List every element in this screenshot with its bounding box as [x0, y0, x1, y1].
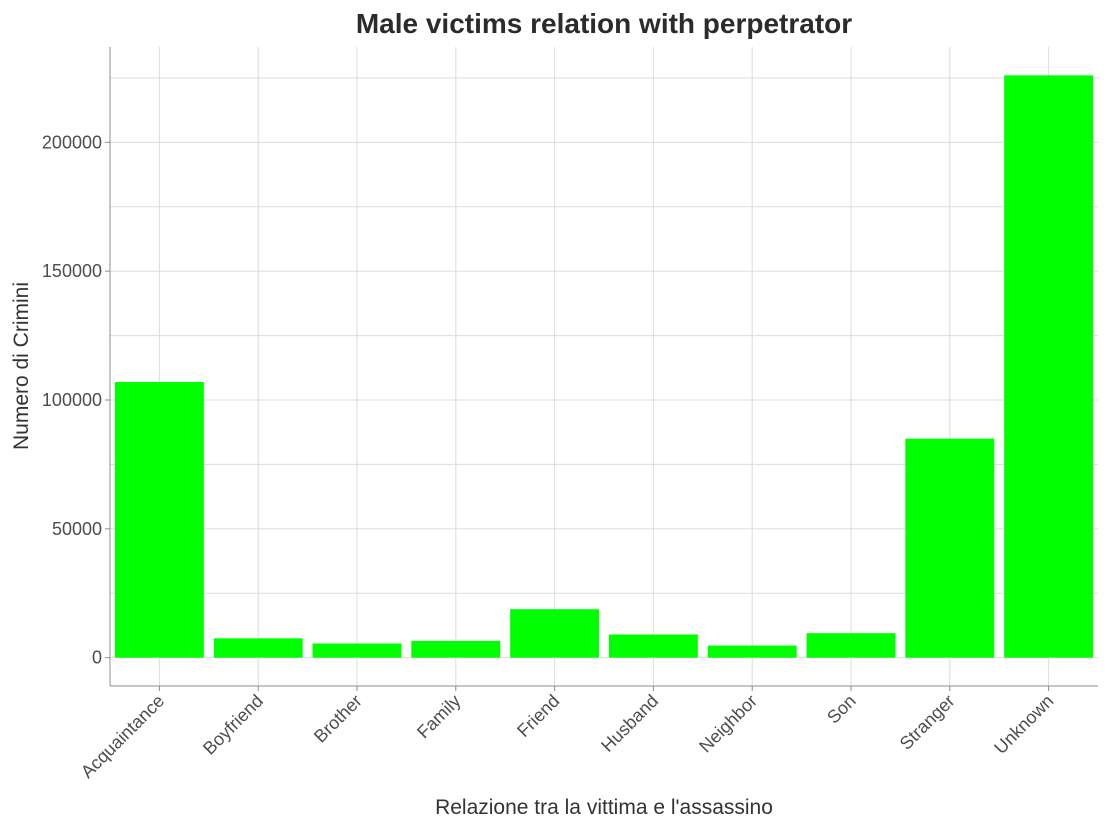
bar-friend: [510, 609, 600, 658]
y-axis-title: Numero di Crimini: [10, 282, 33, 450]
x-tick-label: Family: [413, 691, 465, 743]
x-axis-title: Relazione tra la vittima e l'assassino: [435, 796, 773, 819]
y-tick-label: 200000: [42, 132, 102, 152]
y-tick-label: 100000: [42, 390, 102, 410]
x-tick-label: Stranger: [896, 691, 959, 754]
y-tick-label: 50000: [52, 519, 102, 539]
x-tick-label: Brother: [310, 691, 366, 747]
x-tick-label: Neighbor: [695, 691, 761, 757]
bar-husband: [608, 634, 698, 658]
x-ticks-layer: Acquaintance Boyfriend Brother Family Friend…: [77, 686, 1057, 782]
grid-layer: [110, 47, 1098, 686]
y-tick-label: 150000: [42, 261, 102, 281]
axes-layer: [109, 47, 1098, 687]
y-ticks-layer: 0 50000 100000 150000 200000: [42, 132, 110, 668]
x-tick-label: Boyfriend: [199, 691, 267, 759]
bar-boyfriend: [213, 638, 303, 658]
bar-unknown: [1004, 75, 1094, 658]
x-tick-label: Son: [823, 691, 860, 728]
bar-son: [806, 633, 896, 658]
bars-layer: [114, 75, 1094, 658]
bar-stranger: [905, 438, 995, 658]
x-tick-label: Unknown: [990, 691, 1057, 758]
x-tick-label: Husband: [597, 691, 662, 756]
bar-family: [411, 640, 501, 658]
x-tick-label: Acquaintance: [77, 691, 168, 782]
chart-title: Male victims relation with perpetrator: [356, 8, 852, 39]
bar-acquaintance: [114, 381, 204, 658]
bar-neighbor: [707, 645, 797, 658]
bar-brother: [312, 643, 402, 658]
y-tick-label: 0: [92, 648, 102, 668]
x-tick-label: Friend: [513, 691, 563, 741]
